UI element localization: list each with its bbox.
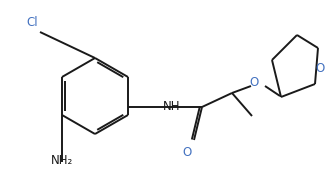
Text: NH: NH [163,100,181,113]
Text: O: O [315,62,325,75]
Text: NH₂: NH₂ [51,154,73,167]
Text: O: O [249,75,259,89]
Text: Cl: Cl [26,16,38,28]
Text: O: O [182,146,192,159]
